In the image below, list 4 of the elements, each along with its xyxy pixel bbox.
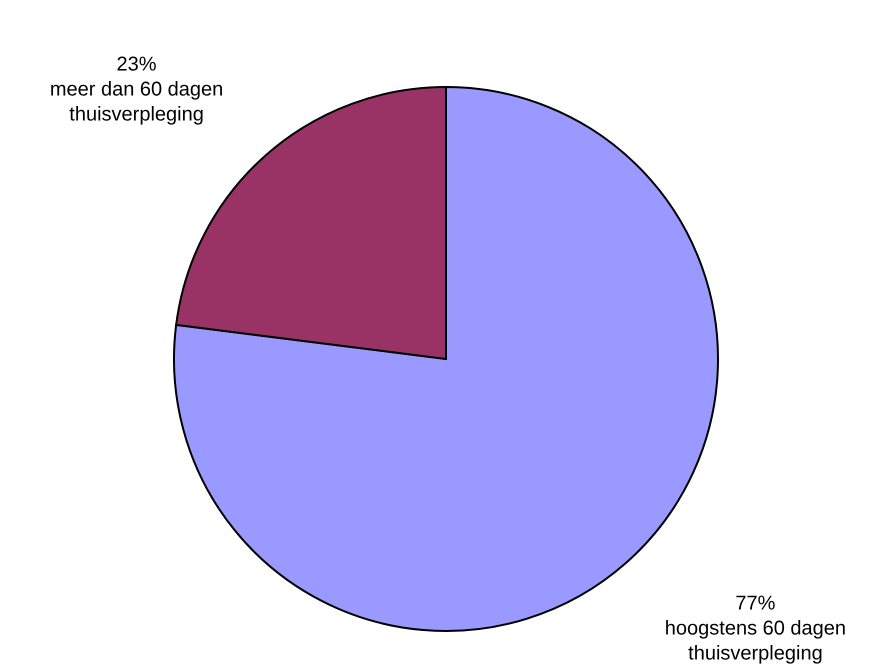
slice-label: meer dan 60 dagen thuisverpleging <box>50 78 224 126</box>
slice-label: hoogstens 60 dagen thuisverpleging <box>664 617 846 664</box>
data-label: 23% <box>116 54 157 76</box>
data-label: 77% <box>735 592 776 614</box>
